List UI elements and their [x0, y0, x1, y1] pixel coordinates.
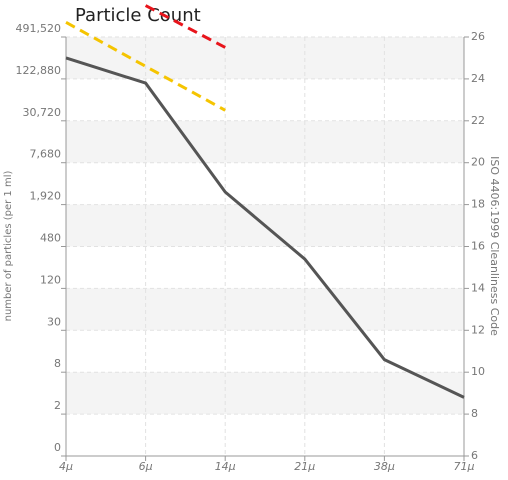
y2-tick-label: 12: [471, 323, 485, 336]
series-line: [65, 21, 226, 112]
y2-tick-label: 24: [471, 72, 485, 85]
y2-tick-label: 14: [471, 281, 485, 294]
y2-tick-label: 20: [471, 156, 485, 169]
y2-tick-label: 18: [471, 198, 485, 211]
grid-band: [66, 372, 464, 415]
grid-band: [66, 37, 464, 79]
grid-band: [66, 120, 464, 163]
y-tick-label: 30,720: [23, 106, 62, 119]
y2-tick-label: 16: [471, 240, 485, 253]
y2-tick-label: 22: [471, 114, 485, 127]
x-tick-label: 21µ: [294, 460, 315, 473]
y2-tick-label: 26: [471, 30, 485, 43]
y-tick-label: 491,520: [16, 22, 62, 35]
x-tick-label: 4µ: [59, 460, 73, 473]
y-tick-label: 1,920: [30, 190, 62, 203]
x-tick-label: 38µ: [374, 460, 395, 473]
y-tick-label: 2: [54, 399, 61, 412]
y-tick-label: 480: [40, 232, 61, 245]
chart-title: Particle Count: [75, 5, 201, 26]
y-tick-label: 0: [54, 441, 61, 454]
x-tick-label: 14µ: [215, 460, 236, 473]
grid-band: [66, 288, 464, 331]
series-line: [65, 56, 465, 399]
y-tick-label: 30: [47, 315, 61, 328]
y2-tick-label: 10: [471, 365, 485, 378]
x-tick-label: 6µ: [139, 460, 153, 473]
y2-tick-label: 6: [471, 449, 478, 462]
y2-axis-label: ISO 4406:1999 Cleanliness Code: [488, 156, 501, 336]
y-axis-label: number of particles (per 1 ml): [3, 171, 14, 322]
y-tick-label: 120: [40, 273, 61, 286]
x-tick-label: 71µ: [454, 460, 475, 473]
y-tick-label: 8: [54, 357, 61, 370]
y2-tick-label: 8: [471, 407, 478, 420]
y-tick-label: 122,880: [16, 64, 62, 77]
y-tick-label: 7,680: [30, 148, 62, 161]
